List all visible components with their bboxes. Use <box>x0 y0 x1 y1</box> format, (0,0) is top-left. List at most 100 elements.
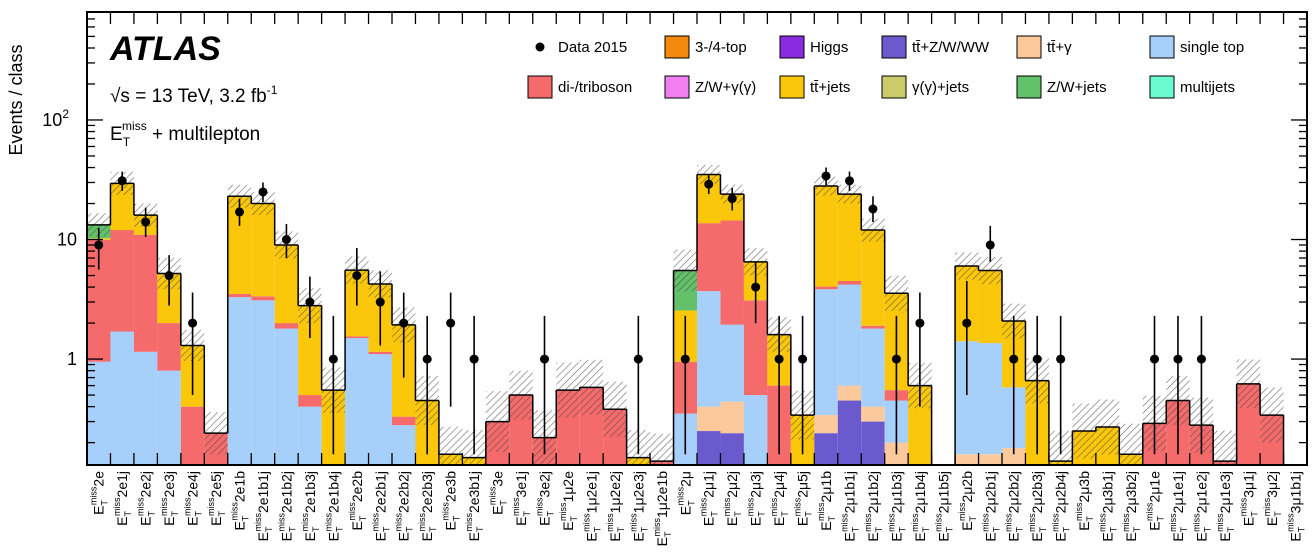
data-point <box>704 180 713 189</box>
uncertainty-band <box>650 434 673 465</box>
x-category-label: ETmiss2e1b4j <box>323 471 344 541</box>
data-point <box>962 319 971 328</box>
bar-segment <box>838 194 861 281</box>
bar-segment <box>720 433 743 465</box>
data-point <box>892 355 901 364</box>
bar-segment <box>720 220 743 324</box>
data-point <box>165 271 174 280</box>
bar-segment <box>369 354 392 465</box>
x-category-label: ETmiss2e1b1j <box>253 471 274 541</box>
y-axis-title: Events / class <box>6 44 26 155</box>
y-tick-label: 102 <box>42 107 69 130</box>
legend-swatch <box>1017 76 1041 98</box>
bar-segment <box>251 204 274 297</box>
legend-swatch <box>882 36 906 58</box>
bar-segment <box>157 371 180 465</box>
x-category-label: ETmiss2e2b1j <box>370 471 391 541</box>
bar-segment <box>814 289 837 415</box>
legend-data-marker <box>536 43 545 52</box>
bar-segment <box>228 297 251 465</box>
x-category-label: ETmiss1μ2e3j <box>628 471 649 542</box>
bar-segment <box>369 352 392 354</box>
legend-label: tt̄+Z/W/WW <box>912 39 990 56</box>
x-category-label: ETmiss2μ2b1j <box>980 471 1001 542</box>
x-category-label: ETmiss2μ1b5j <box>933 471 954 542</box>
x-category-label: ETmiss2μ2j <box>722 471 743 526</box>
data-point <box>141 218 150 227</box>
bar-segment <box>979 454 1002 465</box>
x-category-label: ETmiss2e1b2j <box>276 471 297 541</box>
data-point <box>798 355 807 364</box>
legend-label: di-/triboson <box>558 79 632 96</box>
bar-segment <box>181 407 204 465</box>
bar-segment <box>275 323 298 328</box>
data-point <box>1009 355 1018 364</box>
bar-segment <box>157 323 180 371</box>
x-category-label: ETmiss2μ1b <box>816 471 837 531</box>
x-category-label: ETmiss2μ1e2j <box>1191 471 1212 542</box>
x-category-label: ETmiss3e1j <box>511 471 532 526</box>
legend-swatch <box>882 76 906 98</box>
x-category-label: ETmiss1μ2e2j <box>605 471 626 542</box>
x-category-label: ETmiss2e4j <box>183 471 204 526</box>
data-point <box>845 176 854 185</box>
data-point <box>681 355 690 364</box>
data-point <box>258 187 267 196</box>
bar-segment <box>720 325 743 402</box>
x-category-label: ETmiss2μ2b2j <box>1004 471 1025 542</box>
x-category-label: ETmiss3e <box>488 471 509 515</box>
data-point <box>751 283 760 292</box>
uncertainty-band <box>1119 424 1142 465</box>
x-category-label: ETmiss2e3j <box>159 471 180 526</box>
bar-segment <box>861 329 884 407</box>
data-point <box>399 319 408 328</box>
data-point <box>728 194 737 203</box>
legend-label: γ(γ)+jets <box>912 79 969 96</box>
legend-label: Z/W+jets <box>1047 79 1107 96</box>
legend-swatch <box>780 76 804 98</box>
legend-swatch <box>528 76 552 98</box>
data-point <box>423 355 432 364</box>
data-point <box>118 176 127 185</box>
data-point <box>1150 355 1159 364</box>
x-category-label: ETmiss2μ4j <box>769 471 790 526</box>
legend-label: Z/W+γ(γ) <box>695 79 756 96</box>
bar-segment <box>345 336 368 338</box>
x-category-label: ETmiss2μ1e <box>1145 471 1166 531</box>
bar-segment <box>814 287 837 290</box>
legend-label: tt̄+jets <box>810 79 850 96</box>
x-category-label: ETmiss3μ1b1j <box>1285 471 1306 542</box>
bar-segment <box>275 329 298 465</box>
bar-segment <box>134 352 157 465</box>
bar-segment <box>345 338 368 465</box>
x-category-label: ETmiss2e1j <box>112 471 133 526</box>
data-point <box>376 298 385 307</box>
data-point <box>1197 355 1206 364</box>
x-category-label: ETmiss1μ2e1b <box>652 471 673 547</box>
data-point <box>329 355 338 364</box>
x-category-label: ETmiss2e3b1j <box>464 471 485 541</box>
bar-segment <box>392 417 415 426</box>
bar-segment <box>134 235 157 352</box>
bar-segment <box>251 300 274 465</box>
bar-segment <box>720 402 743 433</box>
data-point <box>305 298 314 307</box>
x-category-label: ETmiss2e2b <box>347 471 368 531</box>
legend-label: tt̄+γ <box>1047 39 1072 56</box>
x-category-label: ETmiss2e1b <box>230 471 251 531</box>
data-point <box>822 171 831 180</box>
bar-segment <box>814 186 837 287</box>
bar-segment <box>298 407 321 465</box>
x-category-label: ETmiss2μ3j <box>746 471 767 526</box>
bar-segment <box>697 407 720 431</box>
x-category-label: ETmiss2μ2b <box>957 471 978 531</box>
x-category-label: ETmiss2μ1b1j <box>840 471 861 542</box>
x-category-label: ETmiss3μ2j <box>1262 471 1283 526</box>
bar-segment <box>697 291 720 407</box>
x-category-label: ETmiss2μ3b <box>1074 471 1095 531</box>
bar-segment <box>979 343 1002 454</box>
y-tick-label: 10 <box>57 230 77 250</box>
bar-segment <box>392 425 415 465</box>
bar-segment <box>861 230 884 326</box>
